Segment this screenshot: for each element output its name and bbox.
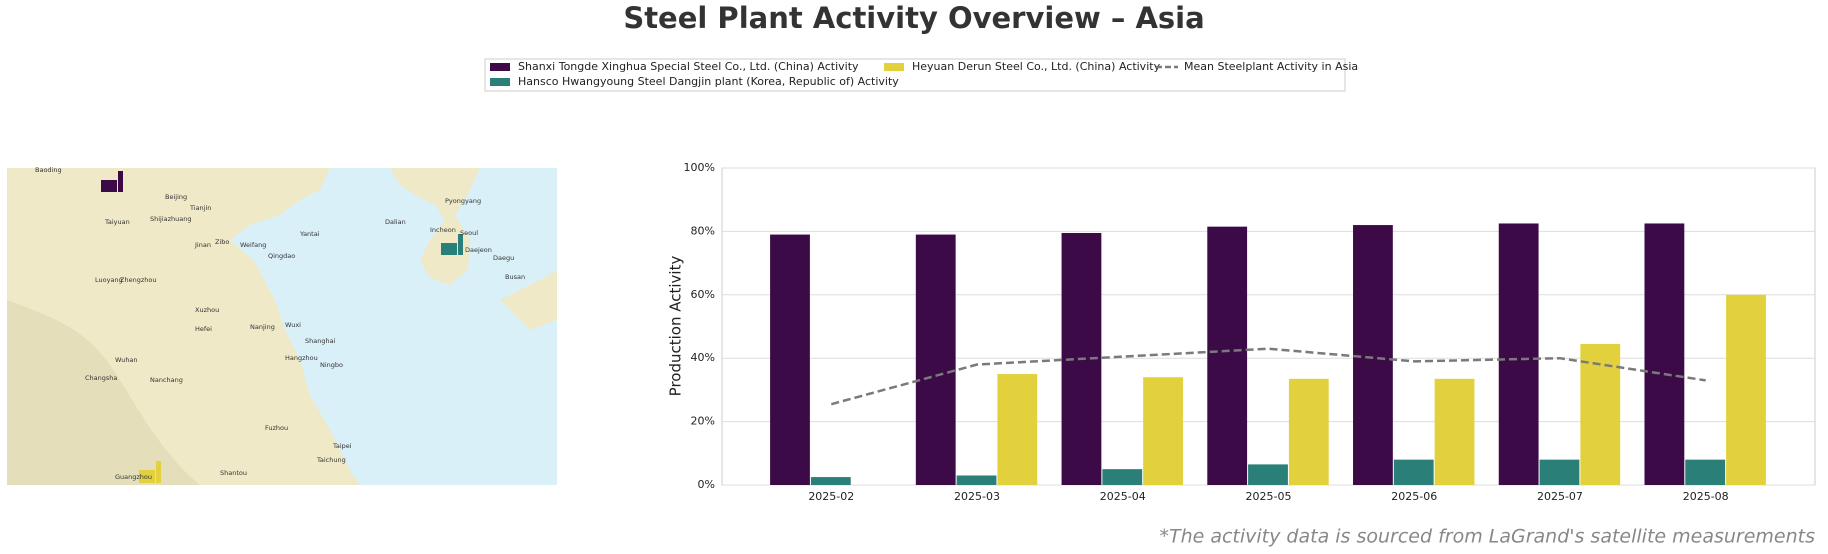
- bar: [956, 475, 997, 485]
- x-tick-label: 2025-03: [954, 490, 1000, 503]
- bar: [1644, 223, 1685, 485]
- map-label: Zhengzhou: [120, 276, 156, 284]
- map-label: Fuzhou: [265, 424, 288, 432]
- x-tick-label: 2025-05: [1246, 490, 1292, 503]
- legend: [484, 58, 1346, 92]
- map-label: Hangzhou: [285, 354, 318, 362]
- legend-swatch: [490, 63, 510, 71]
- map-terrain: [7, 300, 200, 485]
- y-axis-label: Production Activity: [667, 256, 685, 397]
- bar: [997, 374, 1038, 485]
- legend-label: Mean Steelplant Activity in Asia: [1184, 60, 1358, 73]
- x-tick-label: 2025-08: [1683, 490, 1729, 503]
- bar: [1102, 469, 1143, 485]
- map-label: Nanchang: [150, 376, 183, 384]
- map-label: Daegu: [493, 254, 514, 262]
- map-label: Taichung: [316, 456, 346, 464]
- bar: [1434, 378, 1475, 485]
- map-label: Ningbo: [320, 361, 343, 369]
- bar: [1288, 378, 1329, 485]
- map-label: Nanjing: [250, 323, 275, 331]
- legend-swatch: [884, 63, 904, 71]
- bar: [1207, 226, 1248, 485]
- map-label: Dalian: [385, 218, 406, 226]
- map-taiwan: [320, 440, 335, 485]
- legend-label: Hansco Hwangyoung Steel Dangjin plant (K…: [518, 75, 899, 88]
- bar: [1143, 377, 1183, 485]
- bar: [1393, 459, 1434, 485]
- map-label: Beijing: [165, 193, 187, 201]
- map-label: Shijiazhuang: [150, 215, 192, 223]
- y-tick-label: 0%: [698, 478, 715, 491]
- y-tick-label: 40%: [691, 351, 715, 364]
- map-korea: [390, 168, 480, 285]
- bar: [1685, 459, 1726, 485]
- legend-label: Shanxi Tongde Xinghua Special Steel Co.,…: [518, 60, 859, 73]
- bar: [810, 477, 851, 485]
- map-label: Pyongyang: [445, 197, 481, 205]
- bar: [915, 234, 956, 485]
- x-tick-label: 2025-02: [808, 490, 854, 503]
- plant-icon: [441, 234, 463, 255]
- y-tick-label: 60%: [691, 288, 715, 301]
- y-tick-label: 100%: [684, 161, 715, 174]
- map-label: Wuhan: [115, 356, 138, 364]
- bar: [1498, 223, 1539, 485]
- legend-label: Heyuan Derun Steel Co., Ltd. (China) Act…: [912, 60, 1161, 73]
- map-label: Incheon: [430, 226, 456, 234]
- bar: [770, 234, 810, 485]
- y-tick-label: 80%: [691, 224, 715, 237]
- bar: [1726, 294, 1766, 485]
- map-label: Guangzhou: [115, 473, 152, 481]
- footnote: *The activity data is sourced from LaGra…: [1159, 526, 1815, 548]
- map-label: Qingdao: [268, 252, 295, 260]
- x-tick-label: 2025-07: [1537, 490, 1583, 503]
- map: [7, 168, 557, 485]
- map-label: Shantou: [220, 469, 247, 477]
- map-japan: [500, 270, 557, 330]
- bar: [1353, 225, 1393, 485]
- mean-line: [830, 347, 1706, 406]
- bar: [1580, 343, 1621, 485]
- map-label: Tianjin: [189, 204, 211, 212]
- map-label: Taiyuan: [104, 218, 130, 226]
- map-label: Hefei: [195, 325, 212, 333]
- bar: [1539, 459, 1580, 485]
- map-label: Wuxi: [285, 321, 301, 329]
- map-label: Weifang: [240, 241, 266, 249]
- map-label: Jinan: [194, 241, 211, 249]
- chart-title: Steel Plant Activity Overview – Asia: [623, 1, 1204, 35]
- map-label: Taipei: [332, 442, 352, 450]
- y-tick-label: 20%: [691, 415, 715, 428]
- legend-swatch: [490, 78, 510, 86]
- map-label: Zibo: [215, 238, 229, 246]
- map-label: Busan: [505, 273, 525, 281]
- plant-icon: [139, 461, 161, 483]
- map-label: Xuzhou: [195, 306, 219, 314]
- map-label: Seoul: [460, 229, 478, 237]
- plant-icon: [101, 171, 123, 192]
- map-label: Changsha: [85, 374, 117, 382]
- x-tick-label: 2025-04: [1100, 490, 1146, 503]
- map-label: Luoyang: [95, 276, 123, 284]
- map-label: Yantai: [299, 230, 320, 238]
- x-tick-label: 2025-06: [1391, 490, 1437, 503]
- map-label: Baoding: [35, 166, 62, 174]
- bar: [1248, 464, 1288, 485]
- map-label: Daejeon: [465, 246, 492, 254]
- map-label: Shanghai: [305, 337, 336, 345]
